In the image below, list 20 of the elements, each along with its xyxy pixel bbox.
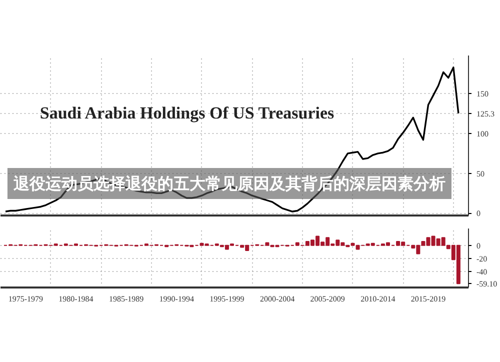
x-tick-label: 2015-2019 <box>410 294 446 304</box>
y-tick-label: -59.10 <box>476 280 498 289</box>
text: Saudi Arabia Holdings Of US Treasuries <box>40 104 335 123</box>
y-tick-label: 100 <box>476 130 488 139</box>
y-tick-label: 0 <box>476 209 480 218</box>
y-tick-label: 50 <box>476 169 484 178</box>
x-tick-label: 2000-2004 <box>260 294 295 304</box>
x-tick-label: 1985-1989 <box>108 294 144 304</box>
x-tick-label: 2005-2009 <box>310 294 345 304</box>
y-tick-label: 150 <box>476 90 488 99</box>
y-tick-label: -40 <box>476 267 488 276</box>
x-tick-label: 1975-1979 <box>8 294 43 304</box>
line-series <box>4 66 460 212</box>
y-tick-label: 125.3 <box>476 109 494 118</box>
y-tick-label: -20 <box>476 254 488 264</box>
x-tick-label: 1980-1984 <box>58 294 94 304</box>
x-tick-label: 1995-1999 <box>210 294 244 304</box>
x-tick-label: 2010-2014 <box>360 294 396 304</box>
y-tick-label: 0 <box>476 241 480 250</box>
x-tick-label: 1990-1994 <box>159 294 194 304</box>
